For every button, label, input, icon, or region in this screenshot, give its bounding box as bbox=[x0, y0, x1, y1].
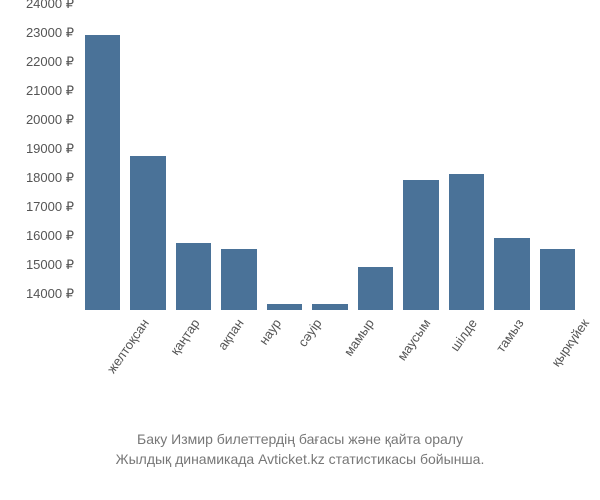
y-tick: 16000 ₽ bbox=[26, 228, 74, 244]
y-tick: 19000 ₽ bbox=[26, 141, 74, 157]
y-tick: 17000 ₽ bbox=[26, 199, 74, 215]
y-axis: 14000 ₽ 15000 ₽ 16000 ₽ 17000 ₽ 18000 ₽ 19000… bbox=[0, 20, 78, 310]
bars-group bbox=[80, 20, 580, 310]
y-tick: 21000 ₽ bbox=[26, 83, 74, 99]
bar bbox=[449, 174, 484, 310]
bar bbox=[130, 156, 165, 310]
bar bbox=[358, 267, 393, 311]
bar bbox=[540, 249, 575, 310]
y-tick: 15000 ₽ bbox=[26, 257, 74, 273]
caption-line-1: Баку Измир билеттердің бағасы және қайта… bbox=[137, 431, 463, 447]
bar bbox=[403, 180, 438, 311]
y-tick: 24000 ₽ bbox=[26, 0, 74, 12]
y-tick: 20000 ₽ bbox=[26, 112, 74, 128]
y-tick: 18000 ₽ bbox=[26, 170, 74, 186]
bar bbox=[176, 243, 211, 310]
y-tick: 23000 ₽ bbox=[26, 25, 74, 41]
bar bbox=[267, 304, 302, 310]
caption-line-2: Жылдық динамикада Avticket.kz статистика… bbox=[116, 451, 485, 467]
x-axis: желтоқсанқаңтарақпаннаурсәуірмамырмаусым… bbox=[80, 312, 580, 432]
price-dynamics-chart: 14000 ₽ 15000 ₽ 16000 ₽ 17000 ₽ 18000 ₽ 19000… bbox=[0, 0, 600, 500]
y-tick: 22000 ₽ bbox=[26, 54, 74, 70]
plot-area bbox=[80, 20, 580, 310]
bar bbox=[494, 238, 529, 311]
chart-caption: Баку Измир билеттердің бағасы және қайта… bbox=[0, 430, 600, 469]
bar bbox=[312, 304, 347, 310]
bar bbox=[221, 249, 256, 310]
bar bbox=[85, 35, 120, 311]
y-tick: 14000 ₽ bbox=[26, 286, 74, 302]
